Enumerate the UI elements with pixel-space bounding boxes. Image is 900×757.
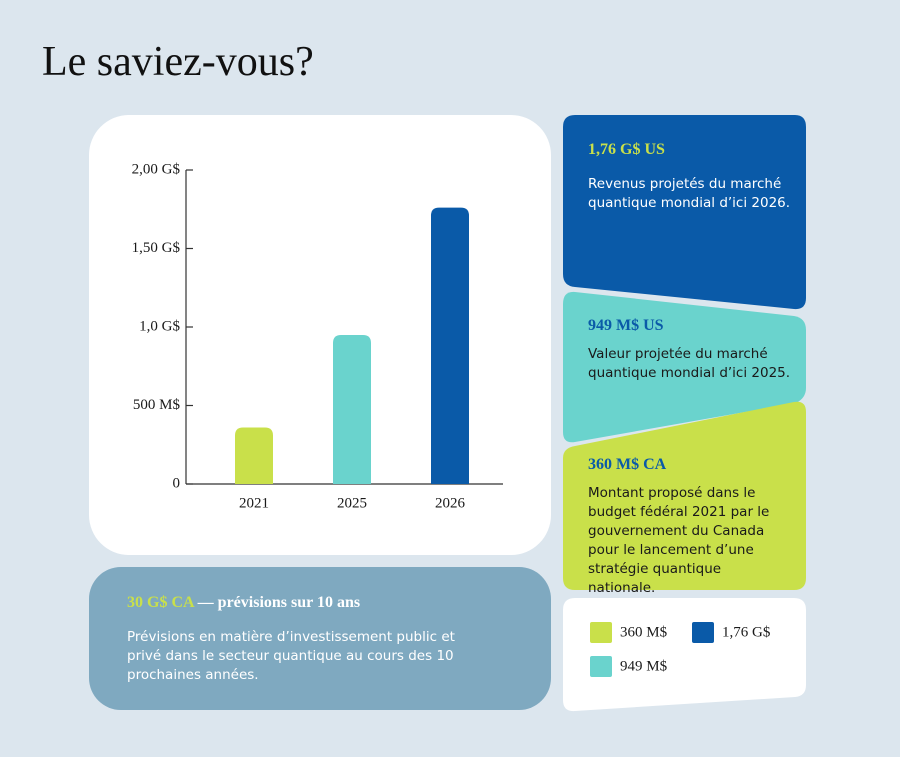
legend-swatch	[692, 622, 714, 643]
legend-label: 949 M$	[620, 658, 668, 674]
forecast-amount: 30 G$ CA	[127, 594, 194, 611]
y-tick-label: 1,0 G$	[139, 318, 180, 334]
card-lime	[563, 401, 806, 590]
legend-swatch	[590, 622, 612, 643]
y-tick-label: 1,50 G$	[132, 240, 181, 256]
card-text: Montant proposé dans le budget fédéral 2…	[588, 485, 770, 596]
page-title: Le saviez-vous?	[42, 39, 314, 85]
card-amount: 949 M$ US	[588, 317, 664, 334]
forecast-title: — prévisions sur 10 ans	[197, 594, 361, 611]
x-tick-label: 2026	[435, 495, 466, 511]
card-teal	[563, 291, 806, 443]
bar	[333, 335, 371, 484]
forecast-text: Prévisions en matière d’investissement p…	[127, 629, 455, 683]
card-blue	[563, 115, 806, 310]
card-text: Revenus projetés du marché quantique mon…	[588, 176, 791, 211]
bar	[235, 427, 273, 484]
legend-swatch	[590, 656, 612, 677]
forecast-heading: 30 G$ CA — prévisions sur 10 ans	[127, 594, 360, 612]
x-tick-label: 2025	[337, 495, 367, 511]
bar	[431, 207, 469, 484]
chart-card	[89, 115, 551, 555]
card-amount: 360 M$ CA	[588, 456, 667, 473]
card-text: Valeur projetée du marché quantique mond…	[588, 346, 791, 381]
legend-label: 360 M$	[620, 624, 668, 640]
legend-label: 1,76 G$	[722, 624, 771, 640]
y-tick-label: 0	[173, 475, 181, 491]
y-tick-label: 500 M$	[133, 397, 181, 413]
y-tick-label: 2,00 G$	[132, 161, 181, 177]
x-tick-label: 2021	[239, 495, 269, 511]
legend-card	[563, 598, 806, 712]
forecast-card	[89, 567, 551, 710]
card-amount: 1,76 G$ US	[588, 141, 665, 158]
